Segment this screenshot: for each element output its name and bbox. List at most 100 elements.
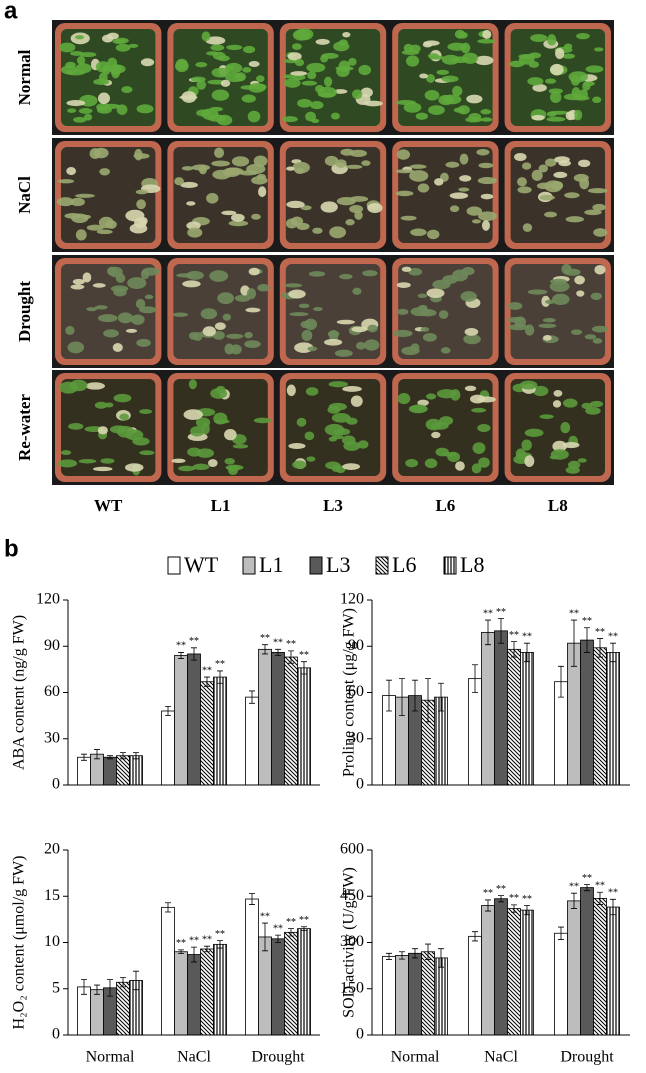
bar: [580, 887, 594, 1036]
y-tick-label: 600: [340, 841, 364, 858]
leaf: [214, 322, 226, 330]
leaf: [75, 193, 95, 198]
leaf: [186, 201, 196, 206]
leaf: [424, 458, 438, 469]
leaf: [532, 83, 547, 92]
leaf: [576, 32, 590, 40]
bar: [258, 648, 272, 786]
leaf: [292, 460, 307, 469]
leaf: [286, 200, 305, 209]
bar: [284, 656, 298, 786]
error-bar: [386, 679, 392, 712]
leaf: [207, 459, 218, 467]
significance: **: [299, 915, 309, 926]
bar: [271, 938, 285, 1036]
y-tick-label: 10: [44, 933, 60, 950]
error-bar: [438, 948, 444, 968]
leaf: [95, 61, 111, 73]
column-label: WT: [94, 496, 123, 515]
leaf: [251, 176, 268, 185]
leaf: [549, 110, 569, 115]
leaf: [139, 409, 152, 415]
leaf: [585, 407, 601, 415]
leaf: [285, 218, 298, 229]
significance: **: [176, 938, 186, 949]
error-bar: [133, 752, 139, 760]
leaf: [94, 401, 108, 409]
leaf: [243, 45, 256, 54]
leaf: [324, 338, 343, 346]
leaf: [477, 177, 497, 185]
leaf: [514, 152, 527, 162]
leaf: [367, 324, 378, 333]
leaf: [182, 280, 201, 288]
leaf: [102, 103, 121, 109]
leaf: [328, 402, 347, 411]
bar: [606, 652, 620, 786]
leaf: [295, 167, 305, 175]
error-bar: [94, 984, 100, 995]
leaf: [225, 64, 235, 70]
leaf: [561, 263, 572, 275]
leaf: [294, 58, 305, 67]
leaf: [428, 105, 445, 115]
leaf: [94, 305, 108, 310]
leaf: [452, 85, 463, 97]
leaf: [553, 390, 563, 397]
leaf: [305, 387, 319, 396]
error-bar: [94, 749, 100, 760]
y-tick-label: 150: [340, 979, 364, 996]
leaf: [542, 335, 552, 341]
error-bar: [399, 951, 405, 960]
legend-label: L6: [392, 552, 416, 577]
significance: **: [496, 884, 506, 895]
leaf: [396, 149, 410, 160]
leaf: [395, 190, 414, 197]
bar: [554, 932, 568, 1036]
significance: **: [509, 893, 519, 904]
leaf: [563, 398, 578, 408]
leaf: [112, 39, 126, 44]
leaf: [573, 109, 583, 121]
leaf: [211, 160, 231, 167]
leaf: [563, 93, 583, 101]
leaf: [330, 112, 340, 120]
leaf: [296, 417, 307, 427]
error-bar: [301, 926, 307, 931]
bar: [200, 948, 214, 1036]
leaf: [79, 52, 97, 58]
leaf: [56, 197, 75, 207]
leaf: [98, 314, 118, 323]
error-bar: [262, 922, 268, 952]
leaf: [354, 210, 363, 220]
leaf: [200, 308, 218, 320]
leaf: [331, 413, 351, 423]
bar: [593, 898, 607, 1036]
leaf: [320, 201, 338, 213]
significance: **: [483, 608, 493, 619]
leaf: [335, 66, 354, 71]
leaf: [234, 294, 251, 302]
leaf: [343, 441, 361, 451]
y-axis-label: H₂O₂ content (μmol/g FW): [11, 856, 28, 1030]
bar: [161, 906, 175, 1036]
leaf: [568, 71, 588, 83]
leaf: [228, 220, 249, 227]
leaf: [78, 459, 97, 464]
bar: [408, 952, 422, 1036]
leaf: [78, 107, 93, 114]
bar: [258, 936, 272, 1036]
leaf: [315, 38, 330, 45]
bar: [395, 955, 409, 1036]
bar: [297, 667, 311, 786]
leaf: [240, 85, 256, 90]
soil: [510, 264, 605, 359]
leaf: [592, 338, 603, 344]
significance: **: [569, 608, 579, 619]
bar: [434, 957, 448, 1036]
leaf: [434, 178, 444, 186]
leaf: [548, 88, 563, 94]
leaf: [393, 329, 413, 338]
leaf: [360, 87, 373, 98]
